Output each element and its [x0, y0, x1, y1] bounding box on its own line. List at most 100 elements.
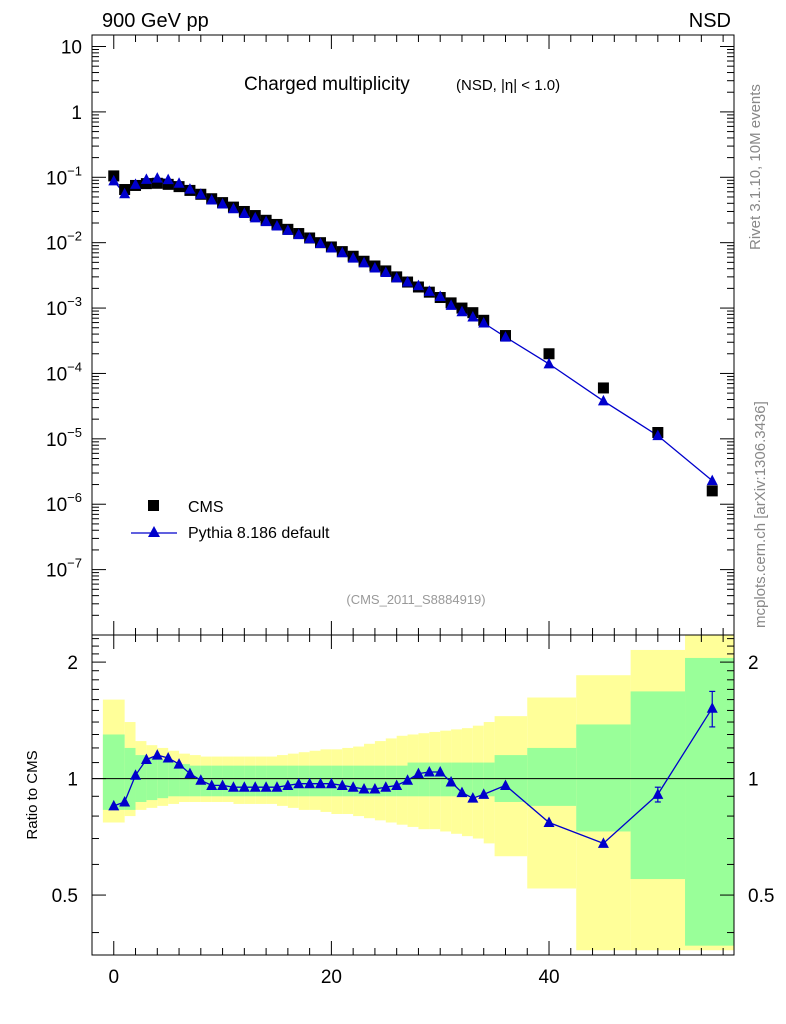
ratio-y-tick-label-left: 1 — [67, 770, 78, 791]
ratio-point — [445, 775, 457, 787]
pythia-point — [336, 246, 348, 258]
ratio-inner-band — [429, 762, 441, 797]
header-right-label: NSD — [689, 10, 731, 32]
ratio-point — [358, 782, 370, 794]
ratio-point — [130, 769, 142, 780]
pythia-point — [380, 266, 392, 277]
ratio-inner-band — [102, 734, 125, 810]
ratio-point — [706, 702, 718, 713]
ratio-inner-band — [440, 762, 452, 797]
pythia-point — [358, 256, 370, 268]
ratio-point — [597, 837, 609, 848]
ratio-point — [304, 777, 316, 789]
legend-cms-label: CMS — [188, 499, 224, 516]
pythia-point — [227, 202, 239, 214]
ratio-inner-band — [461, 762, 473, 797]
ratio-inner-band — [320, 765, 332, 797]
ratio-point — [238, 781, 250, 792]
ratio-inner-band — [298, 765, 310, 797]
ratio-point — [173, 758, 185, 769]
ratio-point — [184, 767, 196, 779]
main-panel: 10 1 10−1 10−2 10−3 10−4 10−5 10−6 10−7 900 GeV … — [46, 10, 735, 636]
main-y-tick-label: 10−4 — [46, 359, 82, 385]
ratio-inner-band — [309, 765, 321, 797]
legend-pythia-marker — [148, 526, 160, 537]
x-tick-label: 20 — [321, 967, 342, 988]
main-axes: 10 1 10−1 10−2 10−3 10−4 10−5 10−6 10−7 — [46, 35, 734, 635]
ratio-inner-band — [222, 765, 234, 797]
ratio-inner-band — [396, 765, 408, 797]
ratio-inner-band — [576, 724, 631, 832]
ratio-inner-band — [527, 747, 577, 806]
cms-point — [151, 177, 163, 189]
ratio-inner-band — [244, 765, 256, 797]
pythia-point — [402, 276, 414, 287]
ratio-inner-band — [374, 765, 386, 797]
main-y-tick-label: 10−2 — [46, 229, 82, 255]
pythia-point — [445, 299, 457, 310]
ratio-point — [108, 799, 120, 811]
ratio-y-tick-label-left: 0.5 — [52, 886, 78, 907]
pythia-point — [282, 224, 294, 235]
pythia-point — [478, 317, 490, 328]
ratio-point — [217, 779, 229, 790]
ratio-panel: 2 2 1 1 0.5 0.5 0 20 40 Ratio to CMS — [24, 634, 774, 988]
main-y-tick-label: 10 — [61, 38, 82, 59]
pythia-point — [347, 252, 359, 263]
pythia-point — [652, 429, 664, 441]
ratio-point — [260, 781, 272, 792]
pythia-point — [391, 271, 403, 283]
ratio-y-tick-label-right: 1 — [748, 770, 759, 791]
analysis-label: (CMS_2011_S8884919) — [346, 592, 485, 607]
ratio-series-line — [113, 707, 713, 845]
ratio-inner-band — [407, 762, 419, 797]
pythia-point — [293, 228, 305, 240]
ratio-inner-band — [168, 762, 180, 797]
ratio-point — [151, 749, 163, 760]
pythia-point — [130, 178, 142, 189]
x-tick-label: 0 — [108, 967, 119, 988]
ratio-point — [402, 774, 414, 785]
ratio-point — [293, 777, 305, 789]
legend-pythia-label: Pythia 8.186 default — [188, 525, 330, 542]
pythia-point — [184, 183, 196, 194]
mcplots-label: mcplots.cern.ch [arXiv:1306.3436] — [752, 401, 769, 628]
pythia-point — [173, 177, 185, 188]
pythia-point — [108, 174, 120, 186]
cms-point — [706, 485, 718, 497]
pythia-point — [195, 188, 207, 199]
pythia-point — [369, 261, 381, 273]
ratio-plot-frame — [91, 634, 735, 956]
pythia-point — [315, 237, 327, 249]
ratio-inner-band — [211, 765, 223, 797]
ratio-inner-band — [451, 762, 462, 797]
chart-subtitle: (NSD, |η| < 1.0) — [456, 77, 560, 94]
ratio-point — [195, 774, 207, 785]
ratio-inner-band — [342, 765, 354, 797]
cms-point — [597, 382, 609, 394]
pythia-point — [499, 331, 511, 342]
ratio-point — [336, 779, 348, 790]
main-y-tick-label: 10−3 — [46, 294, 82, 320]
main-y-tick-label: 10−5 — [46, 425, 82, 451]
ratio-series-markers — [108, 690, 718, 848]
ratio-inner-band — [276, 765, 288, 797]
ratio-point — [499, 779, 511, 790]
pythia-point — [467, 311, 479, 322]
ratio-point — [391, 779, 403, 790]
rivet-version-label: Rivet 3.1.10, 10M events — [747, 84, 764, 250]
ratio-inner-band — [685, 657, 734, 946]
ratio-uncertainty-bands — [102, 635, 734, 951]
pythia-point — [260, 215, 272, 227]
ratio-inner-band — [266, 765, 277, 797]
ratio-inner-band — [189, 765, 201, 797]
pythia-point — [238, 207, 250, 218]
ratio-point — [282, 779, 294, 790]
ratio-point — [325, 777, 337, 789]
ratio-point — [249, 781, 261, 792]
ratio-y-tick-label-right: 0.5 — [748, 886, 774, 907]
ratio-inner-band — [483, 762, 495, 797]
pythia-point — [434, 290, 446, 302]
ratio-inner-band — [385, 765, 397, 797]
